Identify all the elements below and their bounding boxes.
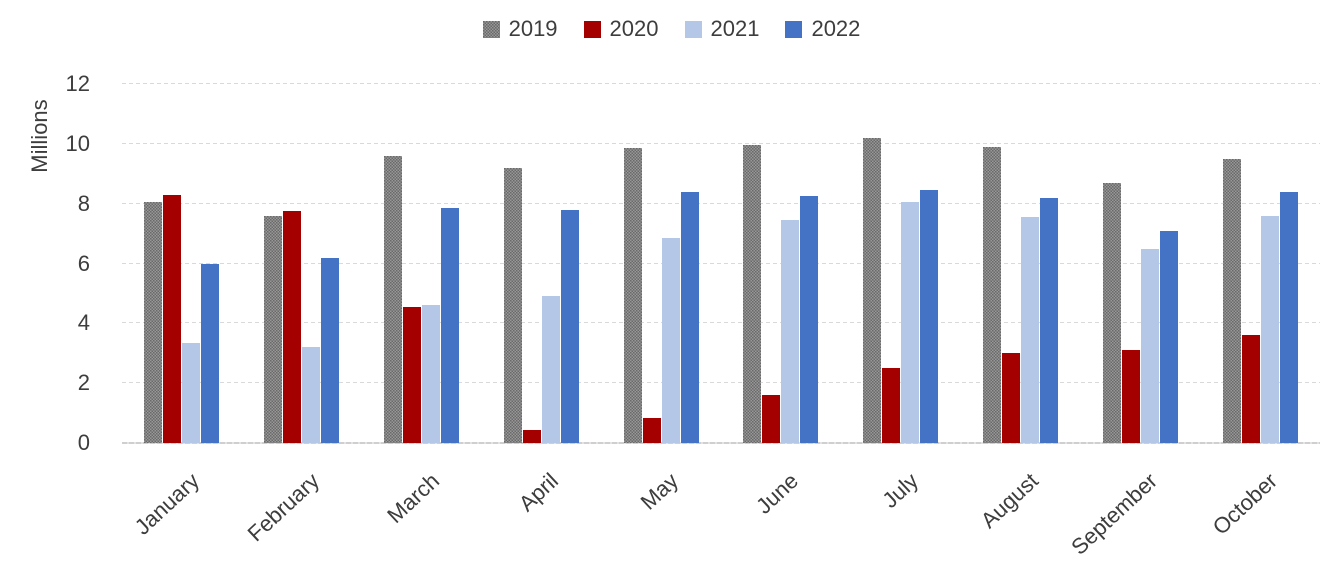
bar-2020-april — [522, 429, 541, 443]
bar-2021-january — [182, 342, 201, 443]
bar-2021-june — [781, 220, 800, 443]
bar-2021-april — [541, 296, 560, 443]
bar-2021-october — [1260, 215, 1279, 443]
y-tick-label-8: 8 — [77, 190, 90, 216]
bar-2021-july — [901, 202, 920, 443]
chart-legend: 2019 2020 2021 2022 — [0, 16, 1343, 42]
bar-group-april — [481, 84, 601, 443]
bar-2019-february — [264, 215, 283, 443]
bar-group-october — [1200, 84, 1320, 443]
legend-item-2021: 2021 — [684, 16, 760, 42]
x-tick-label-february: February — [242, 468, 324, 547]
bar-2019-january — [144, 202, 163, 443]
bar-group-march — [362, 84, 482, 443]
x-tick-label-june: June — [750, 468, 803, 519]
x-tick-label-may: May — [635, 468, 684, 515]
bar-2020-october — [1241, 335, 1260, 443]
bar-2019-august — [982, 146, 1001, 443]
legend-label-2021: 2021 — [710, 16, 760, 41]
y-tick-label-10: 10 — [65, 130, 90, 156]
legend-swatch-2019 — [482, 20, 500, 38]
bar-group-june — [721, 84, 841, 443]
bar-2021-march — [421, 305, 440, 443]
x-tick-label-january: January — [129, 468, 204, 540]
gridline-4 — [122, 322, 1320, 324]
bar-groups — [122, 84, 1320, 443]
bar-2022-august — [1039, 197, 1058, 443]
bar-2022-march — [440, 208, 459, 443]
bar-2021-may — [661, 238, 680, 443]
bar-2022-september — [1159, 230, 1178, 443]
legend-swatch-2020 — [583, 20, 601, 38]
bar-group-january — [122, 84, 242, 443]
bar-2022-april — [560, 209, 579, 443]
legend-swatch-2021 — [684, 20, 702, 38]
bar-2021-september — [1140, 248, 1159, 443]
x-tick-label-april: April — [514, 468, 564, 517]
bar-2022-february — [321, 257, 340, 443]
bar-2022-january — [201, 263, 220, 443]
x-axis-tick-labels: January February March April May June July Augu… — [122, 443, 1320, 584]
legend-label-2022: 2022 — [811, 16, 861, 41]
gridline-2 — [122, 382, 1320, 384]
bar-2022-june — [800, 196, 819, 443]
bar-2020-january — [163, 194, 182, 443]
y-tick-label-12: 12 — [65, 71, 90, 96]
bar-2020-july — [882, 368, 901, 443]
y-tick-label-4: 4 — [77, 310, 90, 336]
bar-2020-february — [283, 211, 302, 443]
legend-swatch-2022 — [785, 20, 803, 38]
legend-item-2022: 2022 — [785, 16, 860, 42]
bar-group-august — [961, 84, 1081, 443]
bar-group-july — [841, 84, 961, 443]
bar-group-september — [1080, 84, 1200, 443]
bar-2020-august — [1001, 353, 1020, 443]
bar-2020-march — [402, 306, 421, 443]
legend-item-2019: 2019 — [482, 16, 558, 42]
gridline-12 — [122, 83, 1320, 84]
x-tick-label-august: August — [975, 468, 1043, 534]
bar-group-may — [601, 84, 721, 443]
bar-2019-may — [623, 148, 642, 443]
gridline-6 — [122, 262, 1320, 264]
bar-2019-june — [743, 145, 762, 443]
x-tick-label-july: July — [877, 468, 923, 513]
bar-2020-september — [1121, 350, 1140, 443]
legend-label-2020: 2020 — [609, 16, 659, 41]
legend-item-2020: 2020 — [583, 16, 659, 42]
bar-2019-october — [1222, 158, 1241, 443]
bar-2019-march — [383, 155, 402, 443]
bar-2019-july — [863, 137, 882, 443]
gridline-10 — [122, 142, 1320, 144]
y-tick-label-2: 2 — [77, 370, 90, 396]
legend-label-2019: 2019 — [508, 16, 558, 41]
plot-area — [122, 83, 1320, 444]
bar-2021-august — [1020, 217, 1039, 443]
y-tick-label-0: 0 — [77, 430, 90, 455]
bar-2022-july — [920, 190, 939, 443]
x-tick-label-october: October — [1207, 468, 1283, 540]
gridline-8 — [122, 202, 1320, 204]
y-axis-tick-labels: 0 2 4 6 8 10 12 — [0, 71, 105, 455]
x-tick-label-march: March — [381, 468, 444, 528]
bar-group-february — [242, 84, 362, 443]
y-tick-label-6: 6 — [77, 250, 90, 276]
bar-2020-june — [762, 395, 781, 443]
x-tick-label-september: September — [1066, 468, 1163, 560]
bar-2022-may — [680, 191, 699, 443]
bar-2021-february — [302, 347, 321, 443]
bar-2019-april — [503, 167, 522, 443]
bar-2020-may — [642, 417, 661, 443]
bar-2019-september — [1102, 182, 1121, 443]
x-axis-line — [122, 442, 1320, 444]
bar-2022-october — [1279, 191, 1298, 443]
